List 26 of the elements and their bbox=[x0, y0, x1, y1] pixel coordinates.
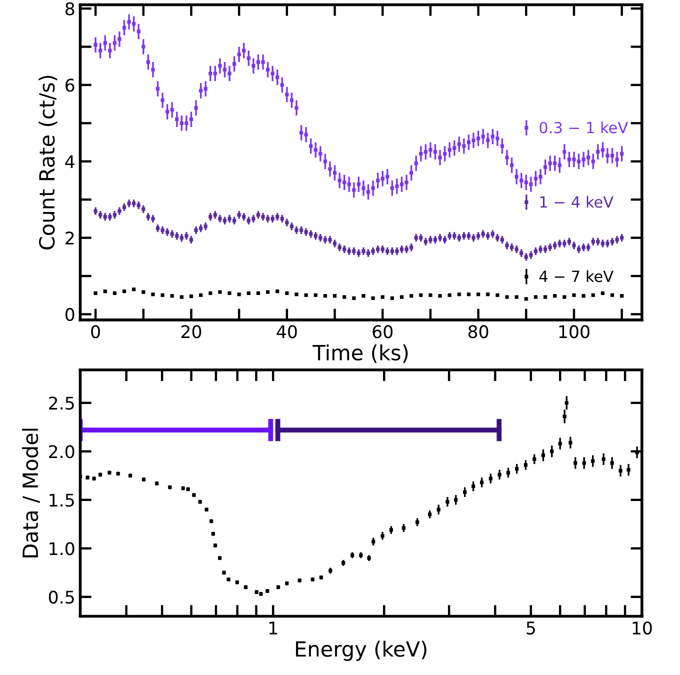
x-tick-label: 5 bbox=[526, 622, 535, 635]
y-tick-label: 0.5 bbox=[48, 590, 74, 604]
y-tick-label: 8 bbox=[66, 2, 74, 16]
y-tick-label: 1.0 bbox=[50, 542, 74, 556]
x-tick-label: 40 bbox=[276, 325, 297, 338]
legend-label: 0.3 − 1 keV bbox=[540, 122, 628, 134]
y-tick-label: 2 bbox=[66, 232, 74, 244]
x-axis-title: Time (ks) bbox=[312, 344, 408, 363]
y-tick-label: 2.0 bbox=[49, 445, 74, 458]
legend-label: 4 − 7 keV bbox=[539, 270, 614, 282]
y-tick-label: 0 bbox=[65, 308, 74, 322]
x-tick-label: 10 bbox=[632, 621, 652, 635]
y-tick-label: 4 bbox=[65, 155, 74, 168]
x-axis-title: Energy (keV) bbox=[296, 640, 426, 661]
y-tick-label: 6 bbox=[66, 78, 74, 92]
y-tick-label: 2.5 bbox=[49, 396, 74, 410]
y-axis-title: Count Rate (ct/s) bbox=[38, 76, 58, 250]
y-axis-title: Data / Model bbox=[22, 428, 40, 558]
x-tick-label: 1 bbox=[269, 622, 278, 634]
x-tick-label: 20 bbox=[181, 325, 202, 338]
y-tick-label: 1.5 bbox=[50, 494, 74, 507]
legend-label: 1 − 4 keV bbox=[540, 196, 614, 208]
x-tick-label: 0 bbox=[91, 325, 100, 338]
x-tick-label: 80 bbox=[468, 325, 488, 338]
x-tick-label: 100 bbox=[559, 325, 590, 338]
x-tick-label: 60 bbox=[372, 325, 392, 338]
